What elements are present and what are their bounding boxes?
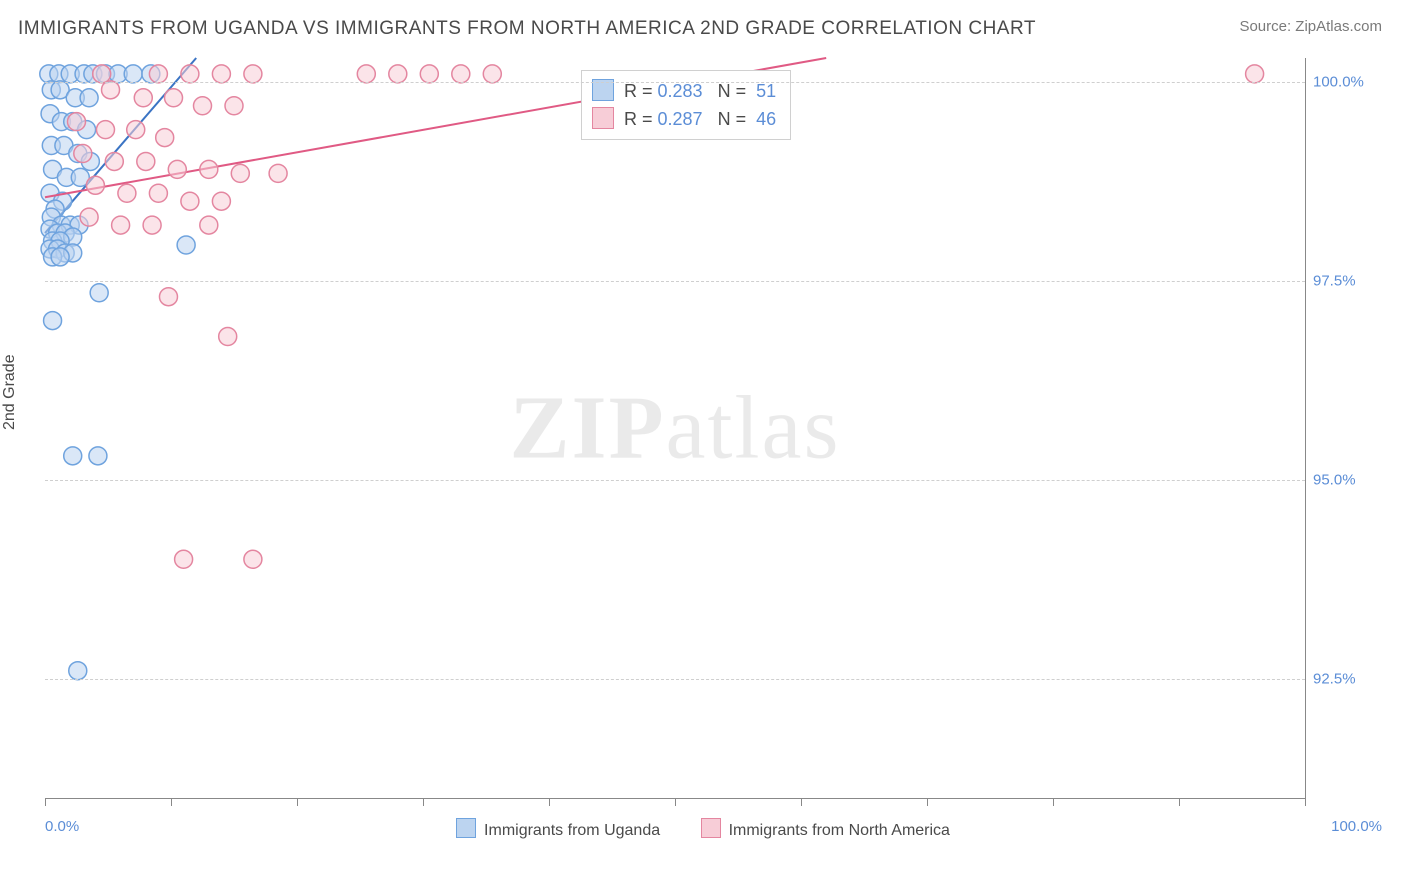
gridline: [45, 679, 1305, 680]
data-point: [134, 89, 152, 107]
data-point: [105, 152, 123, 170]
x-tick: [1305, 798, 1306, 806]
plot-area: ZIPatlas R = 0.283 N = 51 R = 0.287 N = …: [45, 58, 1306, 799]
data-point: [219, 327, 237, 345]
data-point: [127, 121, 145, 139]
chart-title: IMMIGRANTS FROM UGANDA VS IMMIGRANTS FRO…: [18, 18, 1036, 40]
data-point: [357, 65, 375, 83]
legend-swatch-2: [701, 818, 721, 838]
chart-svg: [45, 58, 1305, 798]
data-point: [86, 176, 104, 194]
y-tick-label: 92.5%: [1313, 670, 1393, 687]
x-tick: [801, 798, 802, 806]
data-point: [244, 65, 262, 83]
source-attribution: Source: ZipAtlas.com: [1239, 18, 1382, 35]
data-point: [225, 97, 243, 115]
data-point: [159, 288, 177, 306]
data-point: [102, 81, 120, 99]
data-point: [231, 164, 249, 182]
data-point: [389, 65, 407, 83]
y-axis-title: 2nd Grade: [1, 354, 19, 430]
data-point: [483, 65, 501, 83]
legend-item-2: Immigrants from North America: [701, 818, 950, 840]
data-point: [69, 662, 87, 680]
y-tick-label: 95.0%: [1313, 471, 1393, 488]
data-point: [181, 192, 199, 210]
data-point: [200, 160, 218, 178]
data-point: [165, 89, 183, 107]
data-point: [156, 129, 174, 147]
data-point: [96, 121, 114, 139]
data-point: [168, 160, 186, 178]
data-point: [200, 216, 218, 234]
data-point: [90, 284, 108, 302]
gridline: [45, 480, 1305, 481]
data-point: [177, 236, 195, 254]
legend-swatch-1: [456, 818, 476, 838]
data-point: [118, 184, 136, 202]
data-point: [149, 184, 167, 202]
data-point: [124, 65, 142, 83]
data-point: [143, 216, 161, 234]
legend: Immigrants from Uganda Immigrants from N…: [0, 818, 1406, 840]
data-point: [194, 97, 212, 115]
x-tick: [675, 798, 676, 806]
x-tick: [927, 798, 928, 806]
data-point: [149, 65, 167, 83]
data-point: [89, 447, 107, 465]
data-point: [74, 144, 92, 162]
data-point: [80, 208, 98, 226]
x-tick: [549, 798, 550, 806]
data-point: [420, 65, 438, 83]
gridline: [45, 281, 1305, 282]
data-point: [68, 113, 86, 131]
y-tick-label: 97.5%: [1313, 272, 1393, 289]
data-point: [80, 89, 98, 107]
data-point: [93, 65, 111, 83]
data-point: [452, 65, 470, 83]
data-point: [112, 216, 130, 234]
x-tick: [297, 798, 298, 806]
swatch-series-2: [592, 107, 614, 129]
x-tick: [171, 798, 172, 806]
data-point: [64, 447, 82, 465]
y-tick-label: 100.0%: [1313, 73, 1393, 90]
legend-item-1: Immigrants from Uganda: [456, 818, 660, 840]
x-tick: [45, 798, 46, 806]
x-tick: [1053, 798, 1054, 806]
x-tick: [423, 798, 424, 806]
data-point: [1246, 65, 1264, 83]
data-point: [269, 164, 287, 182]
data-point: [175, 550, 193, 568]
data-point: [244, 550, 262, 568]
data-point: [181, 65, 199, 83]
data-point: [212, 65, 230, 83]
gridline: [45, 82, 1305, 83]
stats-row-series-2: R = 0.287 N = 46: [592, 105, 776, 133]
x-tick: [1179, 798, 1180, 806]
data-point: [212, 192, 230, 210]
stats-box: R = 0.283 N = 51 R = 0.287 N = 46: [581, 70, 791, 140]
data-point: [44, 312, 62, 330]
data-point: [137, 152, 155, 170]
data-point: [51, 248, 69, 266]
